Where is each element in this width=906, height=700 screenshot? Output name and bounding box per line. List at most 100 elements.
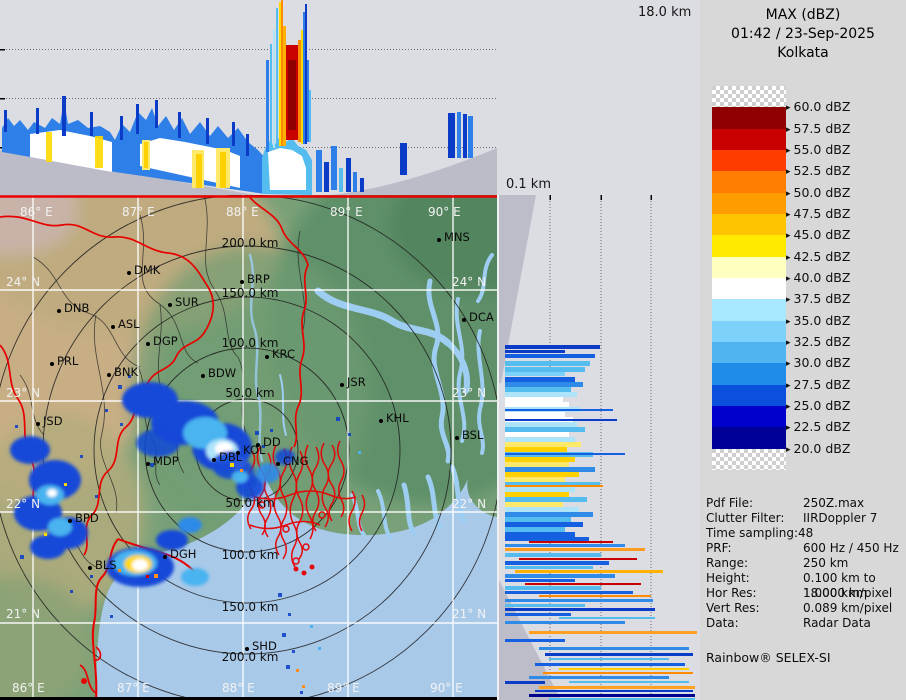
meta-label: Data: [706, 616, 739, 630]
legend-threshold-label: ▸ 40.0 dBZ [786, 269, 851, 285]
longitude-label-bottom: 87° E [117, 681, 150, 695]
legend-threshold-label: ▸ 50.0 dBZ [786, 184, 851, 200]
legend-band [712, 405, 786, 428]
station-label: KOL [243, 443, 266, 457]
legend-threshold-label: ▸ 47.5 dBZ [786, 205, 851, 221]
legend-band [712, 107, 786, 129]
meta-label: Vert Res: [706, 601, 760, 615]
min-height-label: 0.1 km [506, 177, 551, 192]
product-metadata: Pdf File: 250Z.max Clutter Filter: IIRDoppl… [706, 496, 904, 631]
longitude-label-top: 90° E [428, 205, 461, 219]
latitude-label-left: 21° N [6, 607, 41, 621]
meta-value: 0.100 km to 18.000 km [803, 571, 876, 600]
meta-value: 250Z.max [803, 496, 865, 510]
legend-band [712, 235, 786, 257]
meta-row: Height: 0.100 km to 18.000 km [706, 571, 904, 600]
echo-specks [15, 375, 351, 700]
legend-arrow-icon: ▸ [786, 188, 791, 199]
legend-threshold-label: ▸ 32.5 dBZ [786, 333, 851, 349]
legend-arrow-icon: ▸ [786, 359, 791, 370]
meta-value: IIRDoppler 7 [803, 511, 878, 525]
meta-value: 0.089 km/pixel [803, 601, 893, 615]
legend-band [712, 149, 786, 172]
meta-row: PRF: 600 Hz / 450 Hz [706, 541, 904, 556]
meta-label: Pdf File: [706, 496, 754, 510]
top-profile-plot [0, 0, 497, 195]
latitude-label-right: 23° N [452, 386, 487, 400]
legend-arrow-icon: ▸ [786, 401, 791, 412]
legend-arrow-icon: ▸ [786, 209, 791, 220]
range-ring-label: 50.0 km [225, 386, 275, 400]
legend-arrow-icon: ▸ [786, 337, 791, 348]
station-dot-icon [455, 436, 459, 440]
legend-threshold-label: ▸ 45.0 dBZ [786, 227, 851, 243]
legend-threshold-label: ▸ 55.0 dBZ [786, 141, 851, 157]
meta-row: Vert Res: 0.089 km/pixel [706, 601, 904, 616]
station-dot-icon [265, 355, 269, 359]
legend-band [712, 341, 786, 364]
meta-row: Range: 250 km [706, 556, 904, 571]
station-label: BPD [75, 511, 99, 525]
station-dot-icon [437, 238, 441, 242]
legend-threshold-label: ▸ 57.5 dBZ [786, 120, 851, 136]
legend-arrow-icon: ▸ [786, 103, 791, 114]
station-dot-icon [88, 566, 92, 570]
meta-value: Radar Data [803, 616, 871, 630]
station-label: DGH [170, 547, 197, 561]
legend-threshold-label: ▸ 27.5 dBZ [786, 376, 851, 392]
station-dot-icon [68, 519, 72, 523]
legend-band [712, 427, 786, 449]
profile-echoes-ns [505, 345, 697, 700]
station-label: DD [263, 435, 281, 449]
latitude-label-left: 24° N [6, 275, 41, 289]
longitude-label-top: 86° E [20, 205, 53, 219]
meta-row: Data: Radar Data [706, 616, 904, 631]
meta-label: Clutter Filter: [706, 511, 785, 525]
longitude-label-bottom: 89° E [327, 681, 360, 695]
station-label: ASL [118, 317, 140, 331]
cone-wedge-top [499, 195, 536, 383]
station-label: BNK [114, 365, 139, 379]
bottom-edge-strip [0, 697, 497, 700]
station-label: PRL [57, 354, 79, 368]
station-label: DMK [134, 263, 161, 277]
station-label: DBL [219, 450, 243, 464]
station-dot-icon [340, 383, 344, 387]
meta-row: Hor Res: 1.000 km/pixel [706, 586, 904, 601]
right-profile-plot [499, 195, 697, 700]
station-label: BSL [462, 428, 484, 442]
graticule [0, 195, 497, 700]
station-dot-icon [107, 373, 111, 377]
station-dot-icon [127, 271, 131, 275]
station-label: SHD [252, 639, 277, 653]
legend-threshold-label: ▸ 35.0 dBZ [786, 312, 851, 328]
legend-arrow-icon: ▸ [786, 423, 791, 434]
legend-band [712, 192, 786, 214]
station-dot-icon [201, 374, 205, 378]
station-label: DGP [153, 334, 178, 348]
range-ring-label: 150.0 km [221, 286, 279, 300]
longitude-label-bottom: 86° E [12, 681, 45, 695]
latitude-label-left: 22° N [6, 497, 41, 511]
station-dot-icon [50, 362, 54, 366]
station-label: KHL [386, 411, 409, 425]
longitude-label-bottom: 90° E [430, 681, 463, 695]
range-ring-label: 100.0 km [221, 548, 279, 562]
station-dot-icon [57, 309, 61, 313]
map-echoes [10, 375, 361, 700]
meta-label: Range: [706, 556, 749, 570]
latitude-label-right: 24° N [452, 275, 487, 289]
meta-row: Time sampling:48 [706, 526, 904, 541]
station-dot-icon [146, 462, 150, 466]
meta-value: 600 Hz / 450 Hz [803, 541, 899, 555]
station-dot-icon [256, 443, 260, 447]
station-label: MNS [444, 230, 470, 244]
sea [96, 465, 497, 700]
legend-arrow-icon: ▸ [786, 316, 791, 327]
legend-band [712, 86, 786, 108]
legend-arrow-icon: ▸ [786, 380, 791, 391]
legend-threshold-label: ▸ 42.5 dBZ [786, 248, 851, 264]
meta-label: PRF: [706, 541, 732, 555]
meta-row: Clutter Filter: IIRDoppler 7 [706, 511, 904, 526]
legend-band [712, 299, 786, 321]
